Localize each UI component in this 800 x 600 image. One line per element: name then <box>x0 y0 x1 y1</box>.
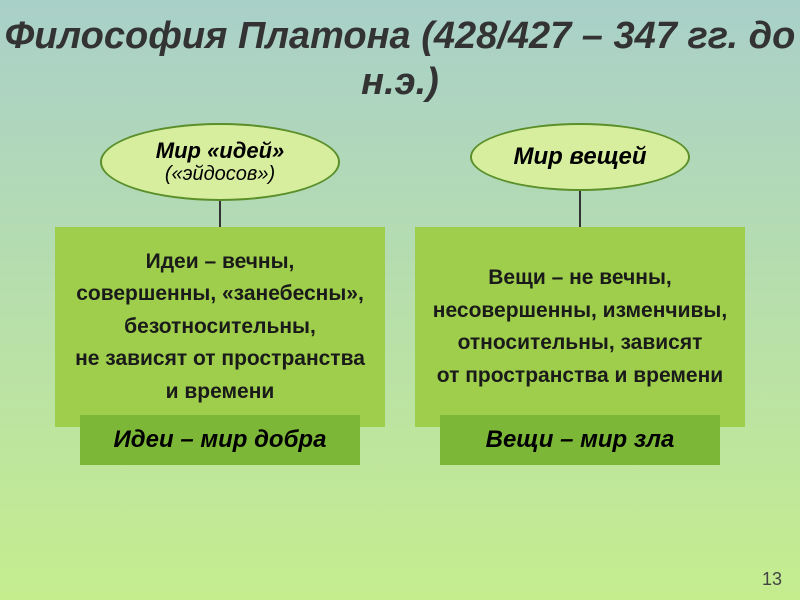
oval-things: Мир вещей <box>470 123 690 191</box>
desc-line: Идеи – вечны, <box>146 246 295 279</box>
desc-line: и времени <box>166 376 275 409</box>
oval-things-main: Мир вещей <box>513 143 646 171</box>
column-ideas: Мир «идей» («эйдосов») Идеи – вечны,сове… <box>55 123 385 465</box>
oval-ideas-sub: («эйдосов») <box>165 163 275 186</box>
oval-ideas-main: Мир «идей» <box>156 138 285 163</box>
footer-ideas: Идеи – мир добра <box>80 415 360 465</box>
desc-line: несовершенны, изменчивы, <box>433 295 727 328</box>
desc-ideas: Идеи – вечны,совершенны, «занебесны»,без… <box>55 227 385 427</box>
column-things: Мир вещей Вещи – не вечны,несовершенны, … <box>415 123 745 465</box>
desc-line: не зависят от пространства <box>75 343 365 376</box>
oval-ideas: Мир «идей» («эйдосов») <box>100 123 340 201</box>
desc-line: от пространства и времени <box>437 360 723 393</box>
desc-line: совершенны, «занебесны», <box>76 278 364 311</box>
desc-things: Вещи – не вечны,несовершенны, изменчивы,… <box>415 227 745 427</box>
diagram-columns: Мир «идей» («эйдосов») Идеи – вечны,сове… <box>0 123 800 465</box>
connector-things <box>579 187 581 231</box>
footer-things: Вещи – мир зла <box>440 415 720 465</box>
connector-ideas <box>219 197 221 231</box>
page-title: Философия Платона (428/427 – 347 гг. до … <box>0 0 800 105</box>
page-number: 13 <box>762 569 782 590</box>
desc-line: безотносительны, <box>124 311 316 344</box>
desc-line: относительны, зависят <box>458 327 703 360</box>
desc-line: Вещи – не вечны, <box>488 262 671 295</box>
